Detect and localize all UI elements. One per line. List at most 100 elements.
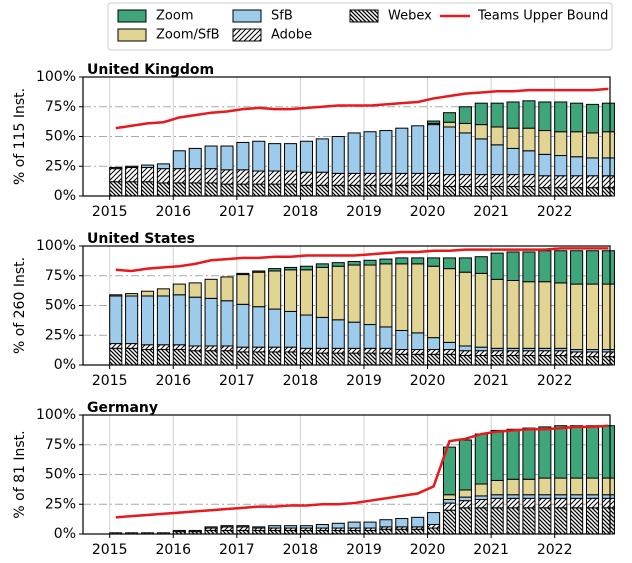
bar-segment [284, 269, 298, 312]
legend-label: Webex [388, 9, 432, 24]
bar-segment [506, 147, 520, 176]
bar-segment [490, 507, 504, 535]
bar-segment [284, 183, 298, 197]
bar-segment [236, 169, 250, 185]
bar-segment [474, 495, 488, 500]
line [115, 87, 609, 130]
y-tick-label: 25% [45, 496, 76, 512]
bar-segment [490, 174, 504, 187]
bar-segment [490, 479, 504, 496]
y-tick-label: 75% [45, 99, 76, 115]
bar-segment [570, 425, 584, 479]
bar-segment [188, 147, 202, 170]
bar-segment [474, 498, 488, 509]
bar-segment [172, 529, 186, 533]
bar-segment [522, 494, 536, 499]
bar-segment [395, 263, 409, 331]
bar-segment [554, 507, 568, 535]
bar-segment [585, 157, 600, 177]
bar-segment [585, 103, 600, 134]
bar-segment [601, 507, 615, 535]
bar-segment [284, 143, 298, 172]
bar-segment [331, 522, 345, 529]
x-tick-label: 2020 [410, 373, 446, 389]
bar-segment [363, 131, 377, 174]
bar-segment [156, 288, 170, 297]
bar-segment [252, 271, 266, 308]
bar-segment [315, 138, 329, 173]
bar-segment [570, 477, 584, 496]
legend-label: Zoom/SfB [156, 28, 220, 43]
bar-segment [188, 296, 202, 347]
bar-segment [538, 494, 552, 499]
bar-segment [490, 497, 504, 509]
bar-segment [570, 356, 584, 366]
bar-segment [522, 478, 536, 496]
bar-segment [284, 170, 298, 185]
y-tick-label: 25% [45, 158, 76, 174]
bar-segment [140, 349, 155, 366]
bar-segment [379, 263, 393, 328]
bar-segment [299, 140, 313, 173]
panel-title: United Kingdom [87, 62, 214, 78]
bar-segment [268, 270, 282, 310]
bar-segment [268, 308, 282, 348]
bar-segment [570, 187, 584, 197]
x-tick-label: 2017 [219, 204, 255, 220]
bar-segment [204, 168, 218, 184]
bar-segment [585, 351, 600, 358]
bar-segment [379, 528, 393, 535]
bar-segment [172, 344, 186, 351]
bar-segment [347, 352, 361, 366]
bar-segment [379, 184, 393, 197]
bar-segment [268, 183, 282, 197]
line [115, 424, 609, 519]
bar-segment [427, 337, 441, 351]
bar-segment [554, 497, 568, 509]
x-tick-label: 2021 [473, 204, 509, 220]
bar-segment [458, 185, 472, 197]
bar-segment [538, 354, 552, 366]
bar-segment [427, 349, 441, 355]
bar-segment [331, 172, 345, 186]
x-tick-label: 2016 [155, 204, 191, 220]
bar-segment [570, 131, 584, 158]
bar-segment [442, 121, 457, 128]
bar-segment [474, 272, 488, 348]
bar-segment [601, 497, 615, 509]
x-tick-label: 2022 [537, 542, 573, 558]
bar-segment [252, 183, 266, 197]
bar-segment [172, 349, 186, 366]
bar-segment [347, 172, 361, 186]
bar-segment [601, 494, 615, 499]
bar-segment [363, 521, 377, 529]
bar-segment [315, 316, 329, 349]
bar-segment [379, 347, 393, 354]
bar-segment [347, 321, 361, 349]
bar-segment [570, 283, 584, 351]
bar-segment [442, 446, 457, 496]
bar-segment [442, 126, 457, 176]
bar-segment [585, 356, 600, 366]
bar-segment [554, 155, 568, 177]
legend-patch [349, 9, 379, 23]
bar-segment [570, 351, 584, 358]
bar-segment [474, 350, 488, 356]
bar-segment [268, 143, 282, 172]
bar-segment [427, 512, 441, 525]
bar-segment [172, 294, 186, 346]
bar-segment [522, 150, 536, 176]
bar-segment [554, 131, 568, 157]
bar-segment [458, 132, 472, 176]
bar-segment [601, 477, 615, 496]
bar-segment [315, 171, 329, 186]
bar-segment [458, 106, 472, 124]
bar-segment [411, 528, 425, 535]
bar-segment [395, 329, 409, 351]
bar-segment [347, 347, 361, 354]
bar-segment [363, 259, 377, 266]
bar-segment [299, 314, 313, 349]
bar-segment [220, 350, 234, 366]
bar-segment [601, 187, 615, 197]
bar-segment [474, 483, 488, 497]
